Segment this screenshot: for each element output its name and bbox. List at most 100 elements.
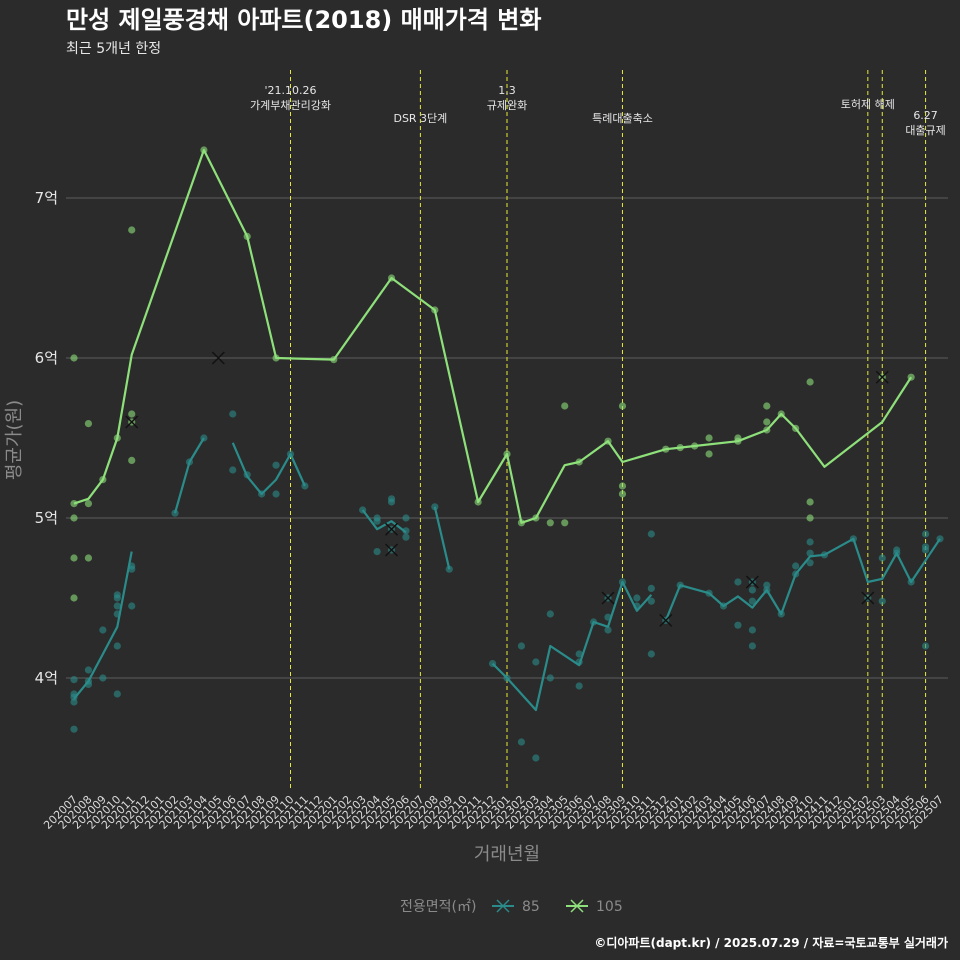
series-85-point [633, 594, 641, 602]
series-85-point [113, 591, 121, 599]
legend-label-85: 85 [522, 899, 540, 915]
series-105-point [705, 450, 713, 458]
series-85-point [517, 738, 526, 746]
series-85-point [113, 602, 121, 610]
series-85-point [575, 682, 583, 690]
policy-annotation: 토허제 해제 [841, 97, 895, 111]
series-85-line [433, 506, 451, 570]
series-105-point [806, 514, 814, 522]
series-85-point [113, 642, 121, 650]
series-85-point [734, 621, 742, 629]
series-105-point [705, 434, 713, 442]
series-85-point [806, 538, 814, 546]
series-85-point [128, 602, 136, 610]
series-105-point [84, 420, 93, 428]
series-85-xmark [601, 591, 615, 605]
series-85-point [387, 495, 396, 503]
series-105-point [561, 402, 569, 410]
policy-annotation: '21.10.26 [264, 84, 316, 97]
series-85-point [99, 674, 107, 682]
source-caption: ©디아파트(dapt.kr) / 2025.07.29 / 자료=국토교통부 실… [594, 935, 948, 950]
series-85-point [806, 559, 814, 567]
y-tick-label: 4억 [35, 669, 58, 687]
series-105-point [70, 514, 78, 522]
series-85-point [921, 543, 930, 551]
series-105-point [70, 594, 78, 602]
series-85-point [402, 527, 410, 535]
policy-annotation: 대출규제 [905, 124, 945, 137]
series-85-point [647, 584, 655, 593]
series-85-point [748, 597, 756, 605]
policy-annotation: DSR 3단계 [393, 112, 447, 125]
series-85-xmark [659, 613, 673, 627]
legend-label-105: 105 [596, 899, 623, 915]
policy-annotation: 규제완화 [487, 99, 527, 112]
series-85-point [921, 642, 930, 650]
series-85-point [272, 461, 280, 469]
series-85-point [229, 410, 237, 418]
series-105-point [70, 554, 78, 562]
series-85-xmark [745, 575, 759, 589]
series-85-line [491, 580, 653, 712]
series-85-point [70, 676, 78, 684]
chart-subtitle: 최근 5개년 한정 [66, 41, 161, 57]
series-105-point [128, 226, 136, 234]
series-85-point [575, 650, 583, 658]
plot-panel: 4억5억6억7억20200720200820200920201020201120… [35, 70, 948, 913]
series-105-xmark [875, 370, 889, 384]
series-85-point [893, 546, 901, 554]
series-85-point [878, 597, 886, 605]
series-85-line [173, 437, 205, 514]
series-105-point [763, 418, 771, 426]
series-85-point [921, 530, 930, 538]
series-105-point [618, 490, 627, 498]
series-85-point [373, 548, 381, 556]
series-85-line [664, 537, 941, 621]
series-85-point [84, 666, 93, 674]
series-105-point [546, 519, 554, 527]
series-85-line [361, 509, 407, 534]
series-85-point [792, 562, 800, 570]
series-85-point [532, 658, 540, 666]
series-85-point [70, 725, 78, 733]
policy-annotation: 특례대출축소 [592, 112, 653, 125]
series-85-point [532, 754, 540, 762]
series-85-point [272, 490, 280, 498]
series-85-point [734, 578, 742, 586]
series-105-point [70, 354, 78, 362]
series-85-point [517, 642, 526, 650]
series-85-point [113, 690, 121, 698]
legend-title: 전용면적(㎡) [400, 899, 476, 915]
series-85-xmark [385, 522, 399, 536]
series-105-point [763, 402, 771, 410]
y-tick-label: 5억 [35, 509, 58, 527]
legend: 전용면적(㎡) 85 105 [400, 899, 623, 915]
series-85-point [402, 533, 410, 541]
series-85-point [402, 514, 410, 522]
series-85-point [647, 530, 655, 538]
series-85-point [546, 674, 554, 682]
series-105-point [128, 456, 136, 464]
series-85-point [878, 554, 886, 562]
series-105-point [84, 554, 93, 562]
series-85-point [546, 610, 554, 618]
y-axis-title: 평균가(원) [4, 400, 25, 480]
series-85-xmark [385, 543, 399, 557]
series-85-line [73, 551, 133, 700]
chart-title: 만성 제일풍경채 아파트(2018) 매매가격 변화 [66, 6, 541, 34]
series-105-point [618, 482, 627, 490]
series-85-point [99, 626, 107, 634]
series-85-point [229, 466, 237, 474]
series-85-point [806, 549, 814, 557]
series-105-point [84, 500, 93, 508]
series-105-xmark [211, 351, 225, 365]
policy-annotation: 가계부채관리강화 [250, 99, 331, 112]
y-tick-label: 7억 [35, 189, 58, 207]
series-105-line [73, 148, 913, 524]
series-85-point [748, 586, 756, 594]
series-85-point [373, 517, 381, 525]
series-85-point [748, 642, 756, 650]
series-85-line [231, 442, 306, 496]
series-85-point [647, 597, 655, 605]
